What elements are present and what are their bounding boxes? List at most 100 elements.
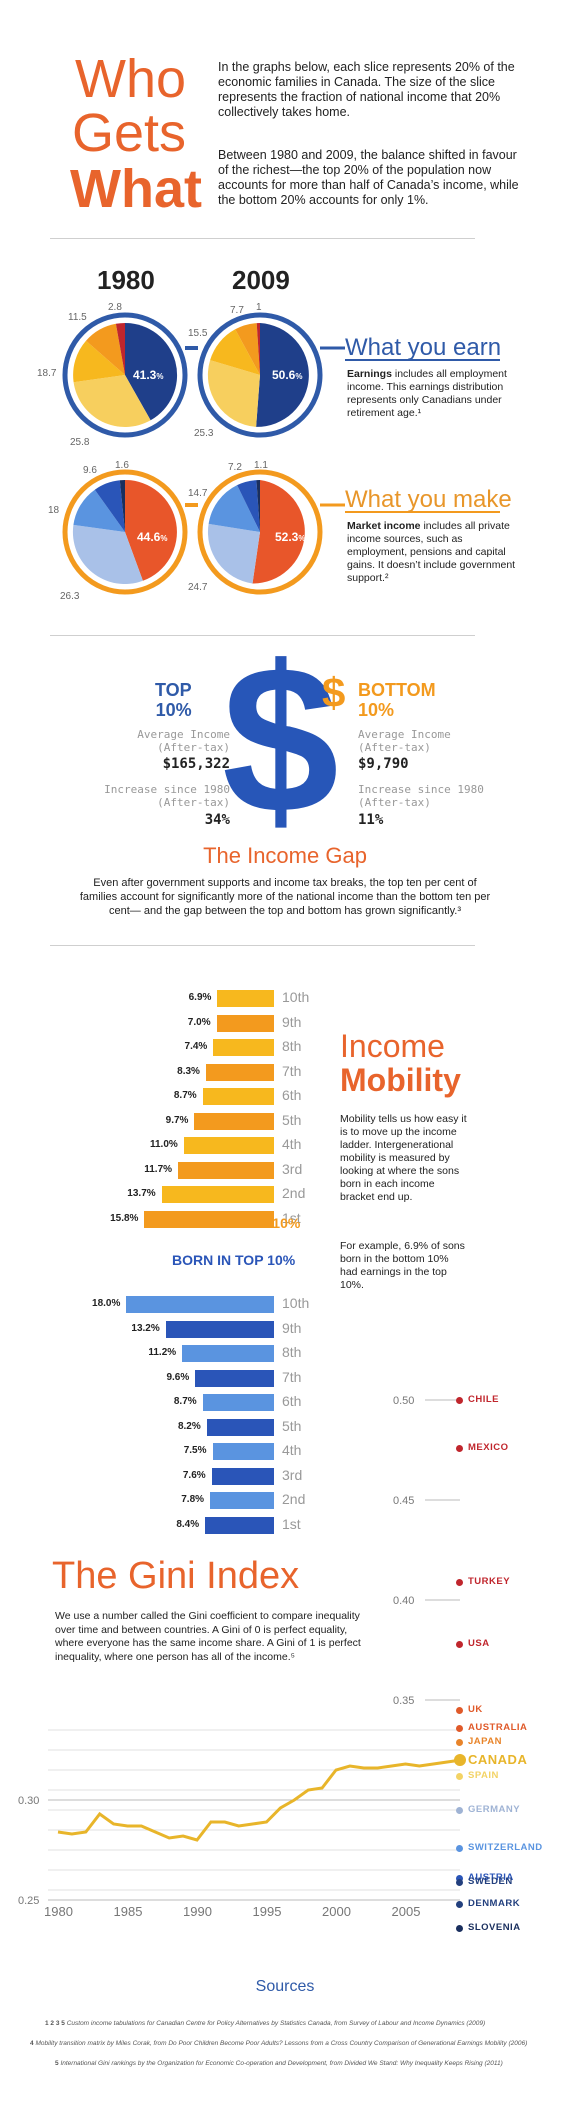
top-title-text: TOP <box>155 680 192 700</box>
gini-country-label: USA <box>468 1638 490 1649</box>
gini-y-tick: 0.40 <box>393 1595 414 1607</box>
top-avg-value: $165,322 <box>162 756 230 772</box>
earn-1980-label: 2.8 <box>108 302 122 313</box>
earn-2009-label: 7.7 <box>230 305 244 316</box>
top-10-decile-label: 5th <box>282 1417 302 1434</box>
gini-country-dot <box>456 1901 463 1908</box>
top-10-decile-label: 3rd <box>282 1466 303 1483</box>
gini-country-label: SWITZERLAND <box>468 1842 543 1853</box>
top-avg-label: Average Income (After-tax) <box>137 728 230 754</box>
top-10-value-label: 7.6% <box>182 1469 206 1481</box>
top-10-value-label: 13.2% <box>131 1322 160 1334</box>
gini-country-label: GERMANY <box>468 1804 521 1815</box>
bottom-increase-value: 11% <box>358 812 384 828</box>
source-3: 5 International Gini rankings by the Org… <box>55 2060 503 2067</box>
bottom-10-decile-label: 9th <box>282 1013 302 1030</box>
top-10-value-label: 8.2% <box>177 1420 201 1432</box>
bottom-10-bar <box>216 1014 274 1032</box>
top-10-bar <box>206 1418 274 1436</box>
gini-y-tick: 0.25 <box>18 1895 39 1907</box>
bottom-10-title: BOTTOM 10% <box>358 680 436 720</box>
bottom-avg-value: $9,790 <box>358 756 409 772</box>
gini-country-label: SPAIN <box>468 1770 499 1781</box>
gini-country-dot <box>456 1641 463 1648</box>
divider <box>50 238 475 239</box>
gini-country-label: JAPAN <box>468 1736 502 1747</box>
gini-x-tick: 2005 <box>392 1904 421 1919</box>
top-10-value-label: 7.5% <box>183 1445 207 1456</box>
year-1980: 1980 <box>97 265 155 295</box>
canada-end-dot <box>454 1754 466 1766</box>
make-1980-center-label: 44.6% <box>137 530 168 544</box>
bottom-10-value-label: 11.7% <box>144 1163 173 1175</box>
gini-country-label: MEXICO <box>468 1442 509 1453</box>
gini-country-dot <box>456 1875 463 1882</box>
top-10-decile-label: 9th <box>282 1319 302 1336</box>
bottom-10-value-label: 8.3% <box>177 1065 200 1077</box>
top-10-bar <box>165 1320 274 1338</box>
mobility-example: For example, 6.9% of sons born in the bo… <box>340 1240 465 1291</box>
bottom-10-bar <box>178 1161 274 1179</box>
top-10-decile-label: 7th <box>282 1368 302 1385</box>
gini-country-label: TURKEY <box>468 1576 511 1587</box>
bottom-10-value-label: 11.0% <box>149 1139 178 1150</box>
make-description: Market income includes all private incom… <box>347 520 516 584</box>
bottom-10-value-label: 15.8% <box>110 1212 139 1224</box>
bottom-10-decile-label: 8th <box>282 1038 302 1054</box>
make-1980-label: 9.6 <box>83 465 97 476</box>
earn-2009-label: 1 <box>256 302 262 313</box>
top-10-bar <box>182 1345 274 1362</box>
bottom-10-bar <box>183 1137 274 1154</box>
gini-country-dot <box>456 1725 463 1732</box>
make-glasses <box>62 469 500 595</box>
top-10-bar <box>210 1492 274 1509</box>
earn-description: Earnings includes all employment income.… <box>347 368 507 419</box>
title-who: Who <box>75 49 187 109</box>
mobility-title-2: Mobility <box>340 1062 461 1098</box>
bottom-10-value-label: 7.0% <box>187 1016 211 1028</box>
intro-paragraph-1: In the graphs below, each slice represen… <box>218 60 515 119</box>
bottom-pct-text: 10% <box>358 700 395 720</box>
gini-country-label: AUSTRIA <box>468 1872 514 1883</box>
earn-1980-label: 11.5 <box>68 312 87 323</box>
born-bottom-label: BORN IN BOTTOM 10% <box>145 1215 301 1231</box>
bottom-10-value-label: 13.7% <box>127 1188 156 1199</box>
top-10-bar <box>205 1516 274 1534</box>
earn-heading: What you earn <box>345 334 502 361</box>
make-2009-center-label: 52.3% <box>275 530 306 544</box>
gini-text: We use a number called the Gini coeffici… <box>55 1610 361 1663</box>
pie-chart-graphics <box>62 312 500 595</box>
bottom-10-bar <box>213 1039 274 1056</box>
gini-country-label: DENMARK <box>468 1898 521 1909</box>
bottom-10-decile-label: 1st <box>282 1209 301 1226</box>
top-10-bar <box>211 1467 274 1485</box>
gini-x-tick: 1995 <box>253 1904 282 1919</box>
bottom-10-value-label: 8.7% <box>173 1090 197 1101</box>
top-10-value-label: 9.6% <box>166 1371 190 1383</box>
gini-country-label: CANADA <box>468 1752 528 1767</box>
gini-country-dot <box>456 1397 463 1404</box>
small-dollar-icon: $ <box>322 669 346 716</box>
make-2009-label: 1.1 <box>254 460 268 471</box>
gini-country-label: SWEDEN <box>468 1876 513 1887</box>
top-10-decile-label: 8th <box>282 1344 302 1360</box>
earn-2009-label: 25.3 <box>194 428 214 439</box>
gini-country-dot <box>456 1845 463 1852</box>
earn-2009-label: 15.5 <box>188 328 208 339</box>
bottom-10-decile-label: 6th <box>282 1087 302 1103</box>
gini-country-dot <box>456 1579 463 1586</box>
income-gap-text: Even after government supports and incom… <box>79 877 491 917</box>
gini-country-dot <box>456 1773 463 1780</box>
top-10-bar <box>126 1296 274 1313</box>
bottom-10-decile-label: 5th <box>282 1111 302 1128</box>
top-10-value-label: 11.2% <box>148 1347 177 1358</box>
bottom-10-decile-label: 7th <box>282 1062 302 1079</box>
make-1980-label: 18 <box>48 505 60 516</box>
gini-country-label: SLOVENIA <box>468 1922 521 1933</box>
gini-country-dot <box>456 1879 463 1886</box>
title-what: What <box>70 159 202 219</box>
gini-country-dot <box>456 1707 463 1714</box>
source-2: 4 Mobility transition matrix by Miles Co… <box>30 2040 528 2047</box>
gini-country-dot <box>456 1807 463 1814</box>
gini-country-dot <box>456 1445 463 1452</box>
